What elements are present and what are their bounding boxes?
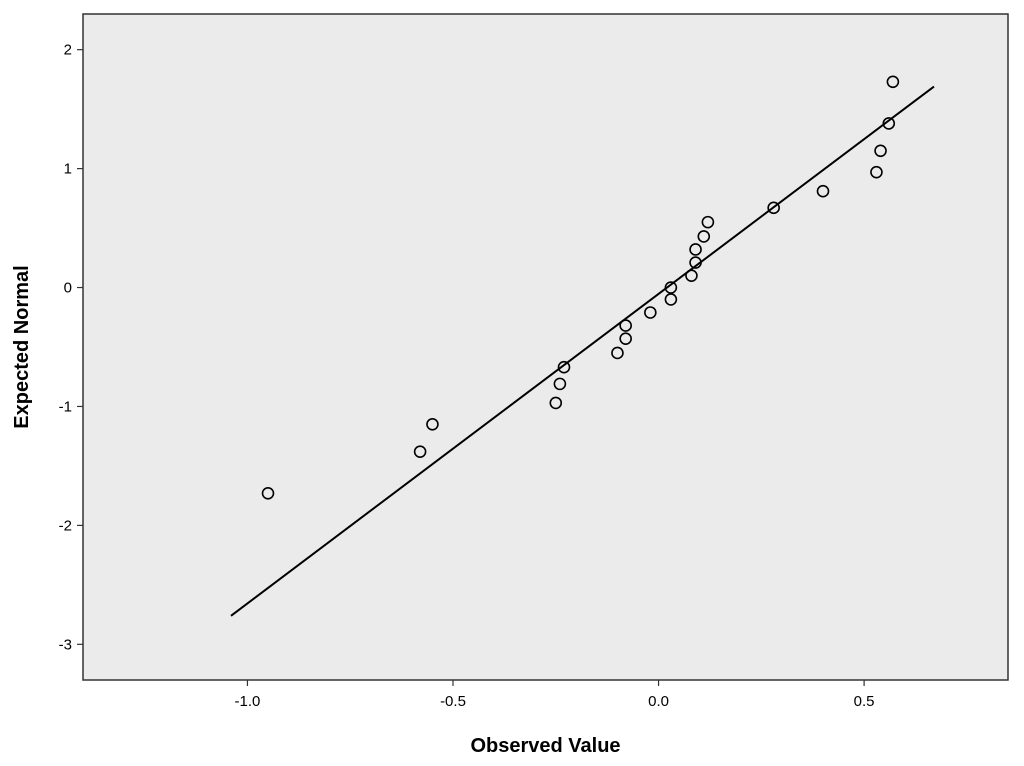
data-point (689, 256, 702, 269)
y-tick-label: -3 (59, 636, 72, 653)
y-tick-label: 1 (64, 161, 72, 178)
data-point (701, 215, 715, 229)
data-point (619, 332, 632, 345)
data-point (767, 201, 780, 215)
data-point (664, 281, 678, 294)
data-point (697, 230, 711, 243)
plot-area (83, 14, 1008, 680)
y-tick-label: 2 (64, 42, 72, 59)
data-point (689, 243, 702, 256)
data-point (882, 117, 896, 130)
data-point (870, 165, 883, 179)
y-tick-label: 0 (64, 280, 72, 297)
data-point (261, 486, 275, 500)
x-tick-label: 0.0 (648, 693, 669, 710)
y-axis: -3 -2 -1 0 1 2 (59, 42, 83, 653)
plot-frame (82, 13, 1009, 681)
x-tick-label: -0.5 (440, 693, 466, 710)
data-point (664, 293, 678, 306)
x-tick-label: 0.5 (854, 693, 875, 710)
data-point (611, 346, 624, 360)
data-point (685, 269, 698, 282)
data-point (557, 360, 571, 374)
data-point (816, 184, 830, 198)
y-axis-title: Expected Normal (11, 265, 33, 428)
y-tick-label: -1 (59, 398, 72, 415)
data-point (619, 319, 632, 332)
reference-line (230, 85, 935, 617)
x-axis-title: Observed Value (470, 735, 620, 757)
data-point (886, 75, 900, 89)
data-point (644, 306, 657, 319)
data-point (413, 445, 427, 458)
data-point (874, 144, 887, 158)
data-point (553, 377, 567, 391)
data-point (426, 418, 439, 431)
x-axis: -1.0 -0.5 0.0 0.5 (235, 680, 875, 710)
y-tick-label: -2 (59, 517, 72, 534)
x-tick-label: -1.0 (235, 693, 261, 710)
data-point (549, 396, 563, 410)
